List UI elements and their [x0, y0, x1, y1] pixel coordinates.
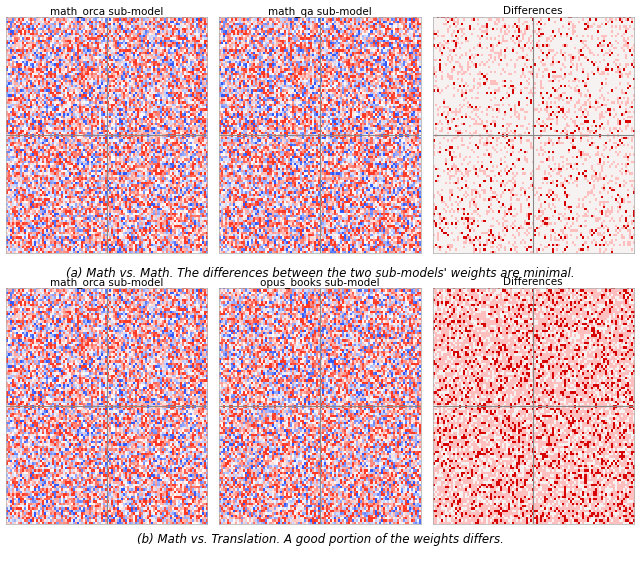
- Title: math_orca sub-model: math_orca sub-model: [50, 277, 164, 288]
- Title: Differences: Differences: [503, 277, 563, 287]
- Title: math_orca sub-model: math_orca sub-model: [50, 6, 164, 17]
- Title: Differences: Differences: [503, 6, 563, 16]
- Title: math_qa sub-model: math_qa sub-model: [268, 6, 372, 17]
- Text: (a) Math vs. Math. The differences between the two sub-models' weights are minim: (a) Math vs. Math. The differences betwe…: [66, 267, 574, 280]
- Text: (b) Math vs. Translation. A good portion of the weights differs.: (b) Math vs. Translation. A good portion…: [136, 533, 504, 546]
- Title: opus_books sub-model: opus_books sub-model: [260, 277, 380, 288]
